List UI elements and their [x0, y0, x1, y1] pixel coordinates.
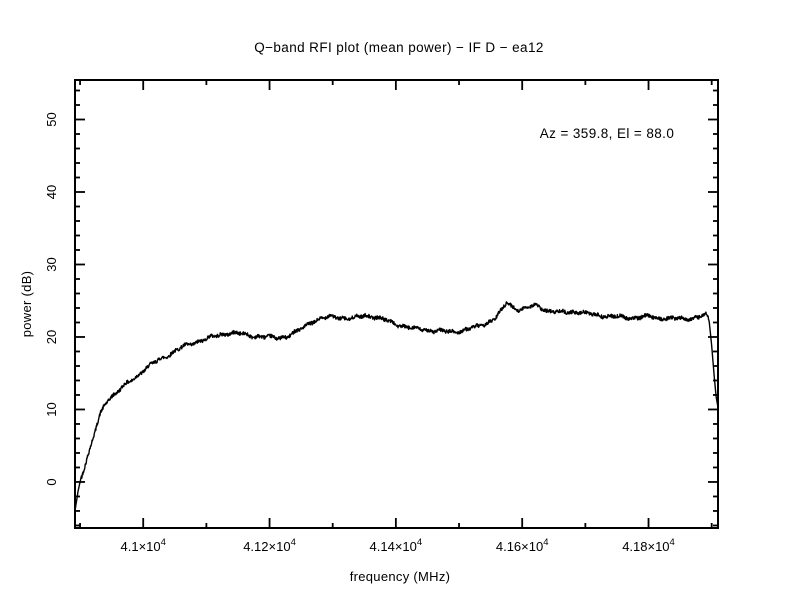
y-tick-label: 50	[44, 112, 59, 126]
spectrum-trace	[74, 301, 719, 512]
y-tick-label: 0	[44, 478, 59, 485]
x-tick-labels: 4.1×104 4.12×104 4.14×104 4.16×104 4.18×104	[121, 537, 675, 554]
chart-title: Q−band RFI plot (mean power) − IF D − ea…	[254, 40, 544, 55]
y-tick-label: 20	[44, 330, 59, 344]
annotation-az-el: Az = 359.8, El = 88.0	[540, 126, 675, 141]
x-tick-label: 4.18×104	[622, 537, 675, 554]
x-tick-label: 4.12×104	[243, 537, 296, 554]
y-tick-label: 30	[44, 257, 59, 271]
y-tick-label: 10	[44, 402, 59, 416]
x-tick-label: 4.14×104	[370, 537, 423, 554]
axis-ticks	[75, 80, 718, 528]
y-tick-labels: 0 10 20 30 40 50	[44, 112, 59, 485]
y-axis-label: power (dB)	[19, 271, 34, 338]
x-tick-label: 4.16×104	[496, 537, 549, 554]
x-tick-label: 4.1×104	[121, 537, 166, 554]
plot-frame	[74, 79, 719, 529]
y-tick-label: 40	[44, 185, 59, 199]
x-axis-label: frequency (MHz)	[350, 569, 451, 584]
